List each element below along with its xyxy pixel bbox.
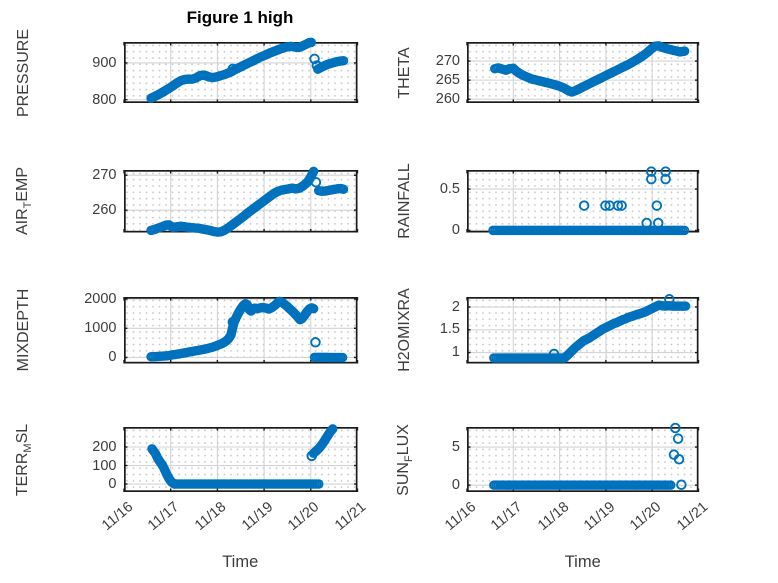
air-temp-series	[145, 166, 348, 237]
h2omixra-series	[489, 293, 691, 363]
pressure-ytick-label: 900	[92, 54, 117, 71]
mixdepth-ytick-label: 2000	[84, 290, 117, 307]
theta-ytick-label: 265	[435, 72, 460, 89]
terr-msl-ytick-label: 200	[92, 439, 117, 455]
h2omixra-ytick-label: 2	[451, 298, 460, 315]
terr-msl-plot-area	[122, 424, 358, 492]
air-temp-ytick-label: 260	[92, 201, 117, 218]
mixdepth-ytick-label: 1000	[84, 319, 117, 336]
theta-series	[490, 41, 690, 97]
rainfall-plot-area	[466, 165, 700, 235]
h2omixra-plot-area	[466, 293, 700, 364]
h2omixra-ytick-label: 1.5	[439, 321, 460, 338]
theta-ytick-label: 260	[435, 91, 460, 108]
pressure-ytick-label: 800	[92, 91, 117, 108]
mixdepth-series	[145, 296, 347, 362]
terr-msl-ytick-label: 0	[108, 476, 117, 493]
pressure-series	[145, 37, 348, 103]
terr-msl-xaxis-label: Time	[222, 553, 259, 571]
mixdepth-ytick-label: 0	[108, 349, 117, 365]
figure-title: Figure 1 high	[186, 8, 294, 27]
mixdepth-plot-area	[122, 296, 358, 364]
rainfall-series	[488, 165, 690, 235]
pressure-plot-area	[122, 37, 358, 103]
theta-ytick-label: 270	[435, 53, 460, 70]
sun-flux-xaxis-label: Time	[564, 553, 601, 571]
terr-msl-ytick-label: 100	[92, 457, 117, 474]
rainfall-ytick-label: 0.5	[439, 180, 460, 197]
air-temp-ytick-label: 270	[92, 166, 117, 183]
h2omixra-ytick-label: 1	[451, 344, 460, 361]
sun-flux-plot-area	[466, 422, 700, 492]
sun-flux-ytick-label: 5	[451, 439, 460, 456]
sun-flux-ytick-label: 0	[451, 477, 460, 494]
terr-msl-series	[146, 424, 337, 489]
rainfall-ytick-label: 0	[451, 221, 460, 238]
sun-flux-series	[489, 422, 687, 491]
air-temp-plot-area	[122, 166, 358, 237]
theta-plot-area	[466, 41, 700, 103]
